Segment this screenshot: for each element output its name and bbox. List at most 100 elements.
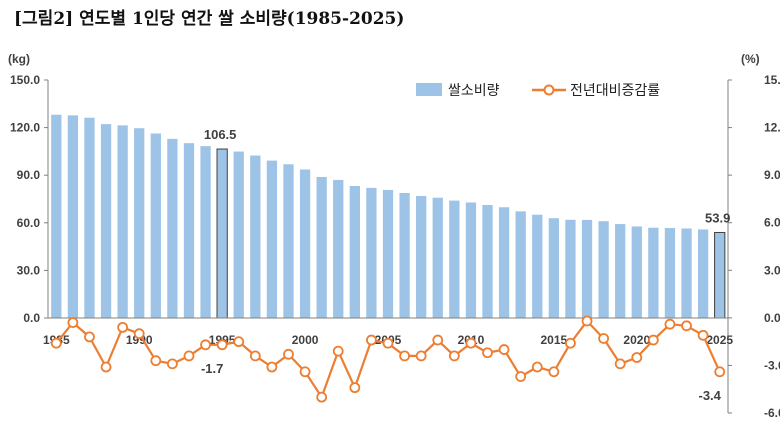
right-axis-unit: (%)	[741, 52, 760, 66]
rate-point-1999	[283, 348, 294, 360]
bar-1998	[266, 160, 278, 318]
bar-label-1995: 106.5	[204, 127, 237, 142]
line-series	[50, 315, 726, 403]
bar-1985	[51, 114, 62, 318]
rate-point-2003	[349, 382, 361, 394]
rate-point-2001	[316, 391, 328, 403]
rate-point-1991	[150, 355, 162, 367]
rate-point-2025	[714, 366, 726, 378]
rate-point-1986	[67, 317, 79, 329]
rate-point-2011	[482, 347, 493, 359]
bar-1996	[233, 151, 244, 318]
rate-point-2002	[332, 345, 344, 357]
rate-point-1989	[117, 321, 129, 333]
bar-2012	[498, 207, 510, 318]
bar-2017	[581, 219, 593, 318]
bar-2015	[548, 218, 559, 318]
left-tick-label: 90.0	[17, 168, 41, 182]
rate-point-2013	[515, 371, 527, 382]
bar-1991	[150, 133, 161, 318]
right-tick-label: 12.0	[764, 121, 780, 135]
rate-point-2023	[681, 320, 692, 332]
rate-point-2008	[432, 334, 444, 346]
x-tick-label-2000: 2000	[292, 333, 319, 347]
x-tick-label-2025: 2025	[706, 333, 733, 347]
rate-point-1994	[200, 339, 211, 351]
x-tick-label-2020: 2020	[623, 333, 650, 347]
bar-2019	[615, 224, 626, 318]
rate-point-2019	[614, 358, 626, 370]
rate-point-1993	[183, 350, 195, 362]
left-tick-label: 30.0	[17, 263, 41, 277]
rate-point-2010	[465, 337, 477, 349]
rate-point-2022	[664, 318, 676, 330]
bar-2016	[565, 219, 576, 318]
bar-2002	[333, 179, 344, 318]
x-tick-label-2015: 2015	[541, 333, 568, 347]
rate-point-1997	[249, 350, 261, 362]
bar-2020	[631, 226, 642, 318]
bar-1988	[100, 124, 112, 318]
rate-point-1998	[266, 361, 278, 373]
rate-point-2000	[299, 366, 311, 378]
bar-2011	[482, 205, 493, 318]
bar-1986	[67, 115, 79, 318]
bar-2005	[382, 189, 394, 318]
left-tick-label: 150.0	[10, 73, 40, 87]
rate-point-2007	[415, 350, 427, 362]
left-tick-label: 60.0	[17, 216, 41, 230]
left-axis-unit: (kg)	[8, 52, 30, 66]
bar-series	[51, 114, 726, 319]
rate-point-1988	[100, 361, 112, 373]
bar-2008	[432, 197, 443, 318]
bar-1990	[134, 128, 145, 318]
left-tick-label: 120.0	[10, 121, 40, 135]
rate-point-1996	[233, 336, 245, 348]
legend-label-bar: 쌀소비량	[448, 83, 500, 99]
bar-1992	[167, 138, 178, 318]
bar-1987	[84, 117, 95, 318]
bar-1997	[250, 155, 261, 318]
bar-1995	[216, 148, 228, 319]
bar-2000	[299, 169, 311, 318]
rate-point-2009	[448, 350, 460, 362]
bar-2009	[449, 200, 460, 318]
rate-point-2006	[399, 350, 410, 362]
right-tick-label: 15.0	[764, 73, 780, 87]
rate-point-2020	[631, 352, 643, 363]
right-tick-label: -6.0	[764, 406, 780, 420]
rate-point-2024	[697, 329, 709, 341]
right-tick-label: 9.0	[764, 168, 780, 182]
bar-2022	[664, 228, 676, 318]
rate-point-2005	[382, 337, 394, 349]
legend-swatch-bar	[416, 83, 442, 96]
bar-label-2025: 53.9	[705, 210, 730, 225]
chart-title: [그림2] 연도별 1인당 연간 쌀 소비량(1985-2025)	[14, 9, 405, 29]
rate-point-2018	[598, 333, 610, 344]
rate-point-2017	[581, 315, 593, 327]
bar-2007	[416, 195, 427, 318]
bar-2024	[697, 229, 709, 318]
rate-point-2004	[366, 334, 377, 346]
rate-point-1985	[50, 337, 62, 349]
bar-1999	[283, 164, 294, 318]
bar-2003	[349, 185, 360, 318]
rate-point-1995	[216, 339, 228, 351]
bar-2018	[598, 221, 609, 318]
rate-point-1990	[133, 328, 145, 340]
legend-swatch-marker	[543, 84, 555, 96]
bar-2006	[399, 192, 410, 318]
data-labels: 106.5 53.9 -1.7 -3.4	[201, 127, 730, 403]
bar-2010	[465, 202, 477, 318]
right-tick-label: 3.0	[764, 263, 780, 277]
right-tick-label: -3.0	[764, 358, 780, 372]
bar-2025	[714, 231, 726, 319]
axes: 0.0 30.0 60.0 90.0 120.0 150.0 -6.0 -3.0 0.0 3.0 6…	[8, 52, 780, 420]
rate-point-1987	[84, 331, 95, 343]
left-tick-label: 0.0	[23, 311, 40, 325]
bar-2013	[515, 211, 526, 318]
rate-point-2015	[548, 366, 560, 378]
rate-label-1995: -1.7	[201, 361, 223, 376]
rate-label-2025: -3.4	[699, 388, 722, 403]
